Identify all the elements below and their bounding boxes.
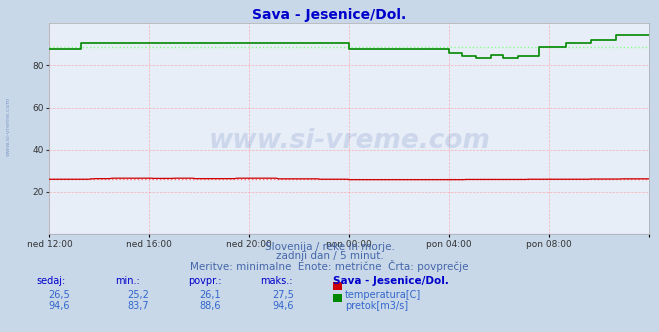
Text: 26,1: 26,1 [200, 290, 221, 299]
Text: 27,5: 27,5 [272, 290, 294, 299]
Text: 94,6: 94,6 [48, 301, 70, 311]
Text: maks.:: maks.: [260, 276, 293, 286]
Text: 25,2: 25,2 [127, 290, 149, 299]
Text: min.:: min.: [115, 276, 140, 286]
Text: 26,5: 26,5 [48, 290, 70, 299]
Text: 83,7: 83,7 [127, 301, 149, 311]
Text: Sava - Jesenice/Dol.: Sava - Jesenice/Dol. [252, 8, 407, 22]
Text: 94,6: 94,6 [272, 301, 294, 311]
Text: www.si-vreme.com: www.si-vreme.com [5, 96, 11, 156]
Text: Meritve: minimalne  Enote: metrične  Črta: povprečje: Meritve: minimalne Enote: metrične Črta:… [190, 260, 469, 272]
Text: www.si-vreme.com: www.si-vreme.com [208, 128, 490, 154]
Text: sedaj:: sedaj: [36, 276, 65, 286]
Text: pretok[m3/s]: pretok[m3/s] [345, 301, 408, 311]
Text: povpr.:: povpr.: [188, 276, 221, 286]
Text: Slovenija / reke in morje.: Slovenija / reke in morje. [264, 242, 395, 252]
Text: temperatura[C]: temperatura[C] [345, 290, 421, 299]
Text: Sava - Jesenice/Dol.: Sava - Jesenice/Dol. [333, 276, 449, 286]
Text: zadnji dan / 5 minut.: zadnji dan / 5 minut. [275, 251, 384, 261]
Text: 88,6: 88,6 [200, 301, 221, 311]
